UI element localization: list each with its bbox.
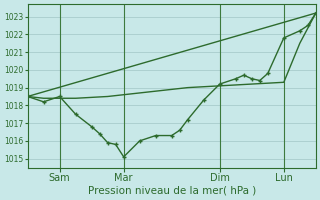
X-axis label: Pression niveau de la mer( hPa ): Pression niveau de la mer( hPa ): [88, 186, 256, 196]
